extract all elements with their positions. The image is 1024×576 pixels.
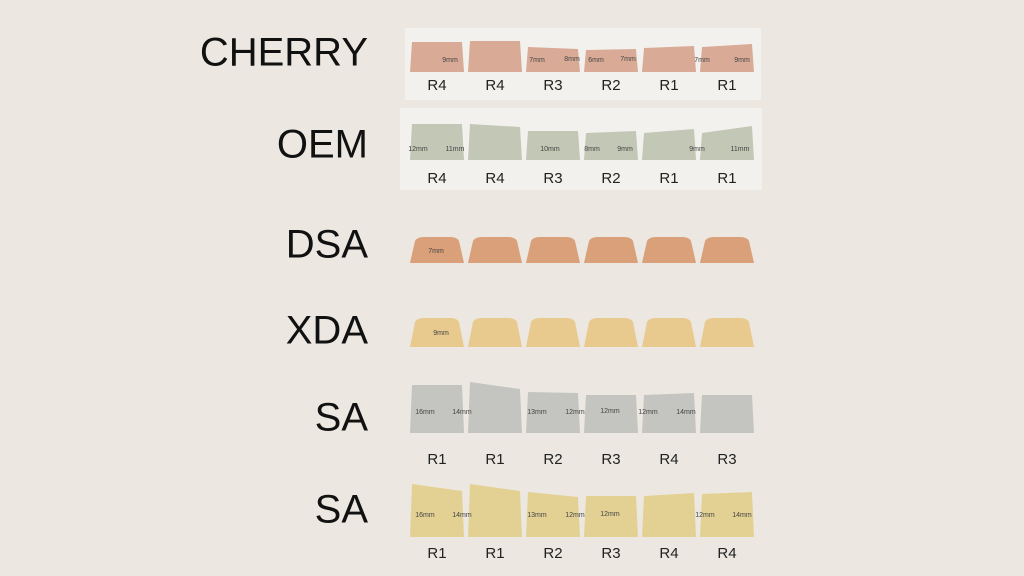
measurement: 6mm <box>588 57 604 64</box>
keycap <box>526 318 580 347</box>
keycap <box>642 237 696 263</box>
row-label: R4 <box>485 170 504 187</box>
measurement: 14mm <box>452 409 472 416</box>
measurement: 9mm <box>689 146 705 153</box>
profile-name: SA <box>315 488 369 532</box>
row-label: R4 <box>717 545 736 562</box>
measurement: 12mm <box>565 512 585 519</box>
keycap <box>526 237 580 263</box>
measurement: 7mm <box>620 56 636 63</box>
measurement: 9mm <box>734 57 750 64</box>
keycap <box>584 49 638 72</box>
measurement: 7mm <box>529 57 545 64</box>
measurement: 13mm <box>527 409 547 416</box>
row-label: R3 <box>717 451 736 468</box>
measurement: 7mm <box>428 248 444 255</box>
measurement: 13mm <box>527 512 547 519</box>
keycap <box>642 493 696 537</box>
row-label: R4 <box>659 451 678 468</box>
keycap <box>410 42 464 72</box>
row-label: R1 <box>717 77 736 94</box>
keycap <box>468 318 522 347</box>
keycap <box>468 382 522 433</box>
measurement: 10mm <box>540 146 560 153</box>
measurement: 16mm <box>415 512 435 519</box>
row-label: R1 <box>485 451 504 468</box>
row-label: R1 <box>427 451 446 468</box>
keycap <box>584 131 638 160</box>
keycap <box>584 496 638 537</box>
row-label: R3 <box>543 170 562 187</box>
measurement: 11mm <box>731 146 750 153</box>
keycap <box>642 46 696 72</box>
keycap <box>584 318 638 347</box>
measurement: 11mm <box>446 146 465 153</box>
row-label: R1 <box>427 545 446 562</box>
measurement: 9mm <box>442 57 458 64</box>
keycap <box>700 237 754 263</box>
profile-name: OEM <box>277 123 368 167</box>
measurement: 12mm <box>600 408 620 415</box>
row-label: R1 <box>659 77 678 94</box>
keycap <box>410 237 464 263</box>
measurement: 8mm <box>564 56 580 63</box>
row-label: R3 <box>543 77 562 94</box>
measurement: 14mm <box>732 512 752 519</box>
profile-name: CHERRY <box>200 31 368 75</box>
measurement: 14mm <box>676 409 696 416</box>
row-label: R3 <box>601 451 620 468</box>
keycap <box>526 492 580 537</box>
keycap <box>700 492 754 537</box>
row-label: R4 <box>485 77 504 94</box>
row-label: R1 <box>485 545 504 562</box>
keycap <box>468 237 522 263</box>
keycap <box>700 318 754 347</box>
keycap <box>584 237 638 263</box>
measurement: 16mm <box>415 409 435 416</box>
keycap <box>700 395 754 433</box>
keycap <box>410 484 464 537</box>
measurement: 12mm <box>565 409 585 416</box>
keycap <box>410 318 464 347</box>
keycap <box>526 131 580 160</box>
keycap <box>700 44 754 72</box>
keycap <box>642 129 696 160</box>
measurement: 12mm <box>600 511 620 518</box>
measurement: 7mm <box>694 57 710 64</box>
row-label: R4 <box>659 545 678 562</box>
keycap <box>468 41 522 72</box>
measurement: 8mm <box>584 146 600 153</box>
measurement: 9mm <box>617 146 633 153</box>
row-label: R2 <box>543 545 562 562</box>
profile-name: DSA <box>286 223 369 267</box>
measurement: 14mm <box>452 512 472 519</box>
keycap <box>468 124 522 160</box>
row-label: R3 <box>601 545 620 562</box>
keycap <box>642 393 696 433</box>
keycap <box>642 318 696 347</box>
measurement: 9mm <box>433 330 449 337</box>
row-label: R2 <box>601 77 620 94</box>
row-label: R2 <box>543 451 562 468</box>
keycap <box>526 47 580 72</box>
measurement: 12mm <box>638 409 658 416</box>
row-label: R4 <box>427 170 446 187</box>
row-label: R4 <box>427 77 446 94</box>
keycap <box>410 385 464 433</box>
keycap <box>468 484 522 537</box>
keycap <box>700 126 754 160</box>
row-label: R2 <box>601 170 620 187</box>
row-label: R1 <box>659 170 678 187</box>
measurement: 12mm <box>695 512 715 519</box>
row-label: R1 <box>717 170 736 187</box>
profile-name: SA <box>315 396 369 440</box>
keycap <box>584 395 638 433</box>
keycap <box>526 392 580 433</box>
keycap <box>410 124 464 160</box>
profile-name: XDA <box>286 309 369 353</box>
measurement: 12mm <box>408 146 428 153</box>
